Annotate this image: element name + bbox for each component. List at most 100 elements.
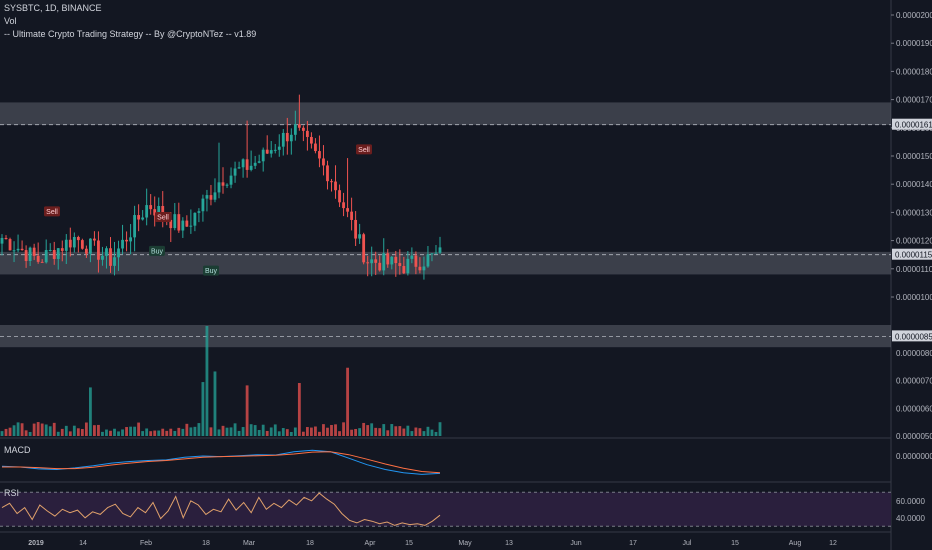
candle-body xyxy=(318,151,321,159)
volume-bar xyxy=(221,425,225,436)
volume-bar xyxy=(145,428,149,436)
volume-bar xyxy=(330,424,333,436)
volume-bar xyxy=(225,427,229,436)
volume-bar xyxy=(173,430,177,436)
volume-bar xyxy=(117,431,120,436)
candle-body xyxy=(32,247,36,256)
candle-body xyxy=(205,195,209,199)
price-marker-badge xyxy=(892,248,932,260)
volume-bar xyxy=(56,431,60,436)
time-tick-label: Feb xyxy=(140,540,152,547)
volume-bar xyxy=(20,423,24,436)
candle-body xyxy=(133,215,137,238)
candle-body xyxy=(97,240,100,260)
resistance-support-zone xyxy=(0,251,891,275)
candle-body xyxy=(314,143,317,152)
time-tick-label: Mar xyxy=(243,540,256,547)
volume-bar xyxy=(197,423,201,436)
candle-body xyxy=(366,262,370,264)
candle-body xyxy=(88,238,92,254)
candle-body xyxy=(12,250,16,252)
volume-bar xyxy=(149,431,153,436)
time-tick-label: 14 xyxy=(79,540,87,547)
candle-body xyxy=(285,132,289,142)
candle-body xyxy=(362,234,366,263)
volume-bar xyxy=(241,427,245,436)
candle-body xyxy=(390,256,394,265)
volume-bar xyxy=(418,428,422,436)
candle-body xyxy=(137,215,141,220)
sell-signal-tag xyxy=(356,144,372,155)
candle-body xyxy=(289,134,293,142)
candle-body xyxy=(60,248,64,251)
volume-bar xyxy=(434,431,438,436)
volume-bar xyxy=(430,429,434,436)
candle-body xyxy=(68,239,72,248)
volume-bar xyxy=(201,382,205,436)
volume-bar xyxy=(60,428,64,436)
volume-bar xyxy=(438,422,442,436)
volume-bar xyxy=(318,431,321,436)
volume-bar xyxy=(422,431,426,436)
candle-body xyxy=(233,168,237,176)
volume-bar xyxy=(109,430,112,436)
candle-body xyxy=(213,192,217,200)
volume-marker-badge xyxy=(892,330,932,342)
buy-signal-label: Buy xyxy=(205,268,218,275)
price-marker-badge xyxy=(892,118,932,130)
candle-body xyxy=(145,205,149,218)
volume-bar xyxy=(76,428,80,436)
candle-body xyxy=(40,261,44,263)
candle-body xyxy=(149,205,153,210)
strategy-legend: -- Ultimate Crypto Trading Strategy -- B… xyxy=(4,29,257,39)
volume-bar xyxy=(257,429,261,436)
volume-bar xyxy=(97,424,100,436)
candle-body xyxy=(157,206,161,216)
candle-body xyxy=(28,247,32,262)
volume-bar xyxy=(261,424,265,436)
volume-bar xyxy=(28,431,32,436)
candle-body xyxy=(20,248,24,251)
volume-bar xyxy=(36,422,40,436)
volume-bar xyxy=(342,422,345,436)
vol-legend: Vol xyxy=(4,16,17,26)
symbol-legend: SYSBTC, 1D, BINANCE xyxy=(4,3,102,13)
candle-body xyxy=(297,124,301,128)
candle-body xyxy=(121,239,124,249)
candle-body xyxy=(418,266,422,271)
volume-bar xyxy=(137,422,141,436)
volume-bar xyxy=(285,429,289,436)
time-tick-label: 15 xyxy=(405,540,413,547)
sell-signal-label: Sell xyxy=(358,147,370,154)
candle-body xyxy=(322,158,325,166)
candle-body xyxy=(185,220,189,227)
resistance-support-zone xyxy=(0,102,891,125)
candle-body xyxy=(56,248,60,259)
volume-bar xyxy=(426,426,430,436)
volume-bar xyxy=(289,431,293,436)
time-tick-label: 2019 xyxy=(28,540,44,547)
candle-body xyxy=(173,214,177,229)
volume-bar xyxy=(350,429,354,436)
volume-bar xyxy=(322,424,325,436)
candle-body xyxy=(253,162,257,166)
volume-marker-label: 0.00000859 xyxy=(895,332,932,341)
time-tick-label: Jun xyxy=(570,540,581,547)
volume-bar xyxy=(32,423,36,436)
volume-bar xyxy=(217,429,221,436)
volume-bar xyxy=(24,430,28,436)
volume-bar xyxy=(269,427,273,436)
volume-bar xyxy=(253,425,257,436)
candle-body xyxy=(354,219,358,239)
volume-bar xyxy=(64,425,68,436)
sell-signal-tag xyxy=(155,212,171,223)
volume-bar xyxy=(193,426,197,436)
candle-body xyxy=(273,149,277,151)
macd-line xyxy=(1,449,441,475)
volume-bar xyxy=(185,423,189,436)
volume-bar xyxy=(169,428,173,436)
candle-body xyxy=(72,237,76,248)
